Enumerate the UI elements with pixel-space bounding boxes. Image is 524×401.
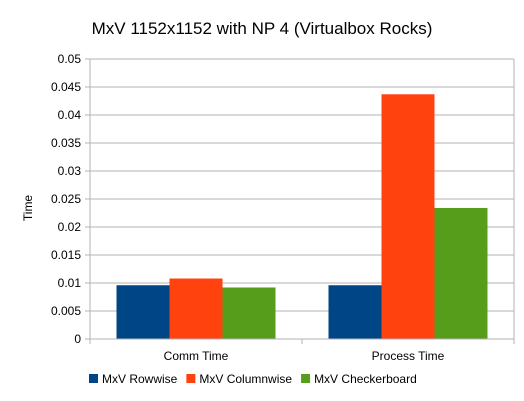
y-tick-label: 0.025 xyxy=(51,192,81,206)
x-category-label: Comm Time xyxy=(164,349,229,363)
legend-swatch xyxy=(89,374,98,383)
y-tick-label: 0.05 xyxy=(58,52,82,66)
bar-mxv-rowwise-process-time xyxy=(328,285,382,339)
y-tick-label: 0.03 xyxy=(58,164,82,178)
legend-swatch xyxy=(301,374,311,383)
y-tick-label: 0.045 xyxy=(51,80,81,94)
x-category-label: Process Time xyxy=(372,349,445,363)
y-axis-title: Time xyxy=(21,195,35,222)
bar-mxv-rowwise-comm-time xyxy=(116,285,170,339)
axes: 0 0.005 0.01 0.015 0.02 0.025 0.03 0.035 0.04 0.0… xyxy=(51,52,515,363)
y-tick-label: 0.04 xyxy=(58,108,82,122)
y-tick-label: 0.035 xyxy=(51,136,81,150)
legend-label: MxV Rowwise xyxy=(102,372,178,386)
legend: MxV Rowwise MxV Columnwise MxV Checkerboar… xyxy=(89,372,417,386)
legend-swatch xyxy=(186,374,196,383)
legend-label: MxV Checkerboard xyxy=(314,372,417,386)
bars xyxy=(116,94,488,339)
bar-mxv-columnwise-comm-time xyxy=(169,278,223,339)
bar-mxv-checkerboard-process-time xyxy=(434,207,488,339)
bar-mxv-columnwise-process-time xyxy=(381,94,435,339)
bar-mxv-checkerboard-comm-time xyxy=(222,287,276,339)
y-tick-label: 0.005 xyxy=(51,304,81,318)
y-tick-label: 0 xyxy=(74,332,81,346)
legend-label: MxV Columnwise xyxy=(199,372,292,386)
y-tick-label: 0.01 xyxy=(58,276,82,290)
y-tick-label: 0.02 xyxy=(58,220,82,234)
y-tick-label: 0.015 xyxy=(51,248,81,262)
chart-title: MxV 1152x1152 with NP 4 (Virtualbox Rock… xyxy=(92,19,433,38)
